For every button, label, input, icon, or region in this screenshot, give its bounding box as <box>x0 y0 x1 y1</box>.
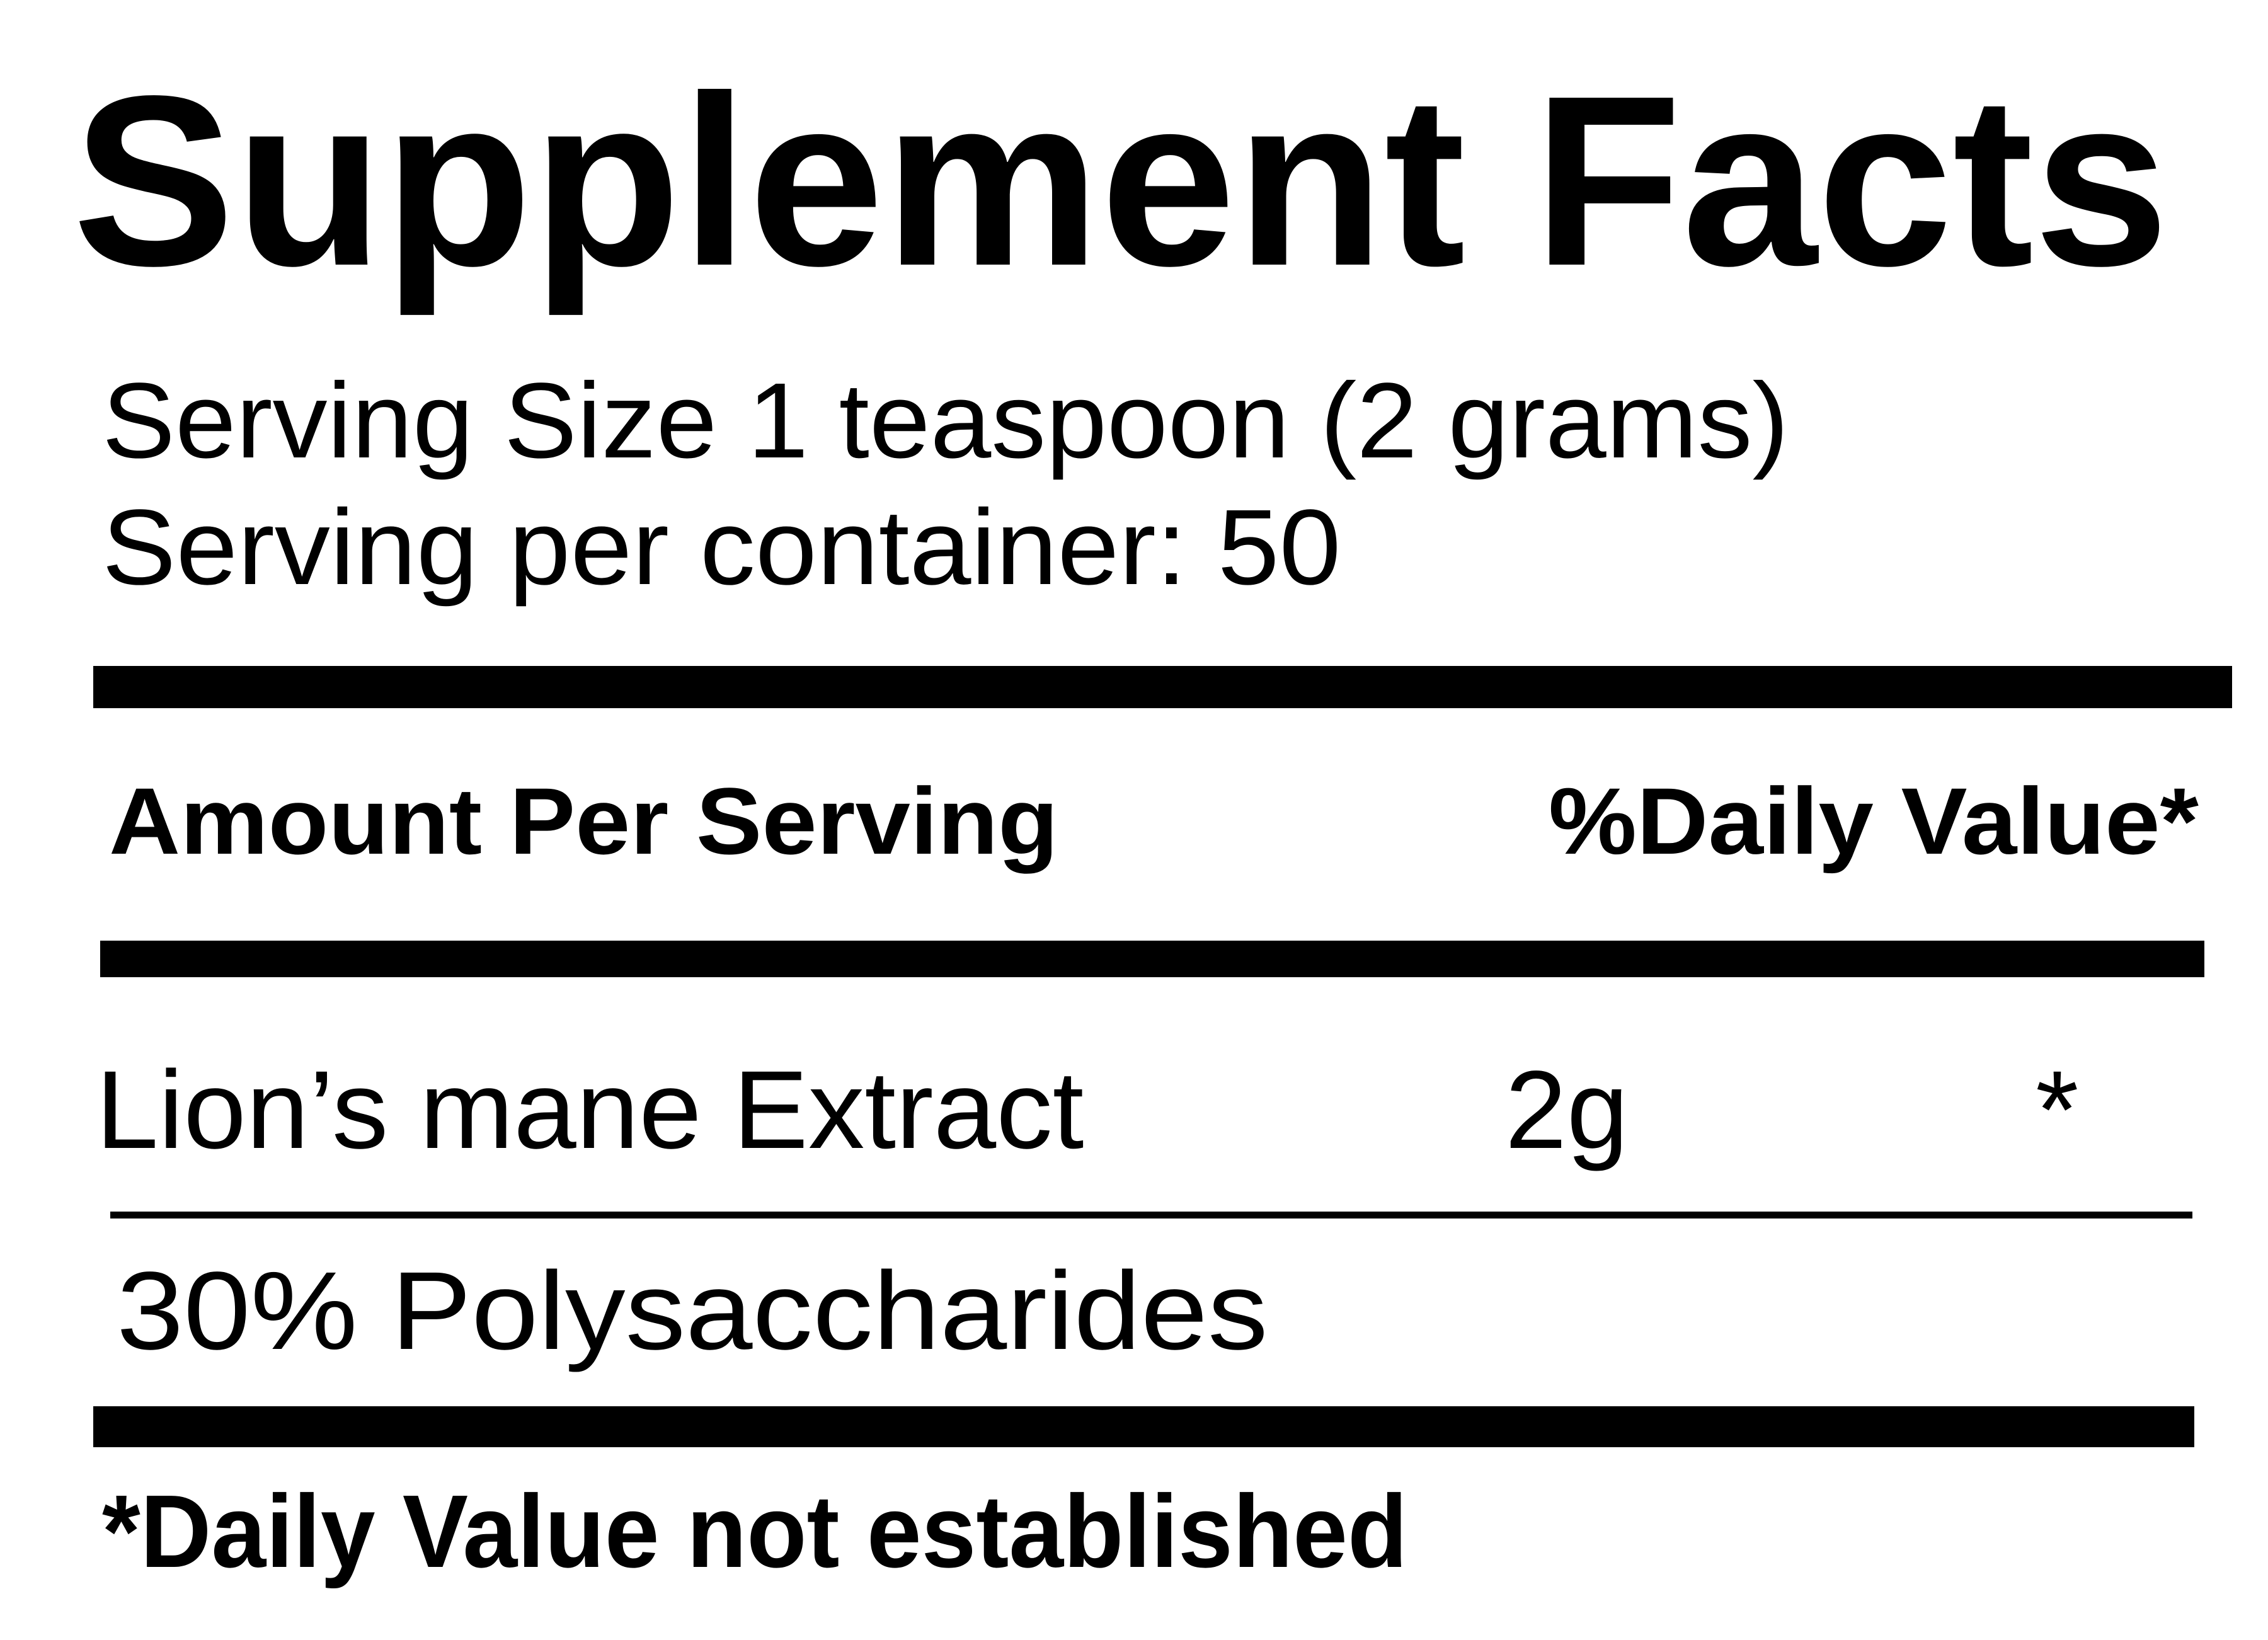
amount-per-serving-header: Amount Per Serving <box>109 768 1058 874</box>
ingredient-amount: 2g <box>1505 1048 1629 1172</box>
sub-ingredient: 30% Polysaccharides <box>117 1249 1268 1373</box>
footnote: *Daily Value not established <box>102 1474 1408 1589</box>
ingredient-daily-value: * <box>2036 1048 2079 1172</box>
divider-thick <box>93 666 2232 708</box>
divider-thin <box>110 1212 2192 1219</box>
divider-thick <box>100 941 2204 977</box>
serving-size: Serving Size 1 teaspoon (2 grams) <box>102 361 1789 481</box>
daily-value-header: %Daily Value* <box>1549 768 2199 874</box>
divider-thick <box>93 1406 2194 1447</box>
servings-per-container: Serving per container: 50 <box>102 488 1341 607</box>
title: Supplement Facts <box>72 45 2169 316</box>
ingredient-name: Lion’s mane Extract <box>96 1048 1084 1172</box>
